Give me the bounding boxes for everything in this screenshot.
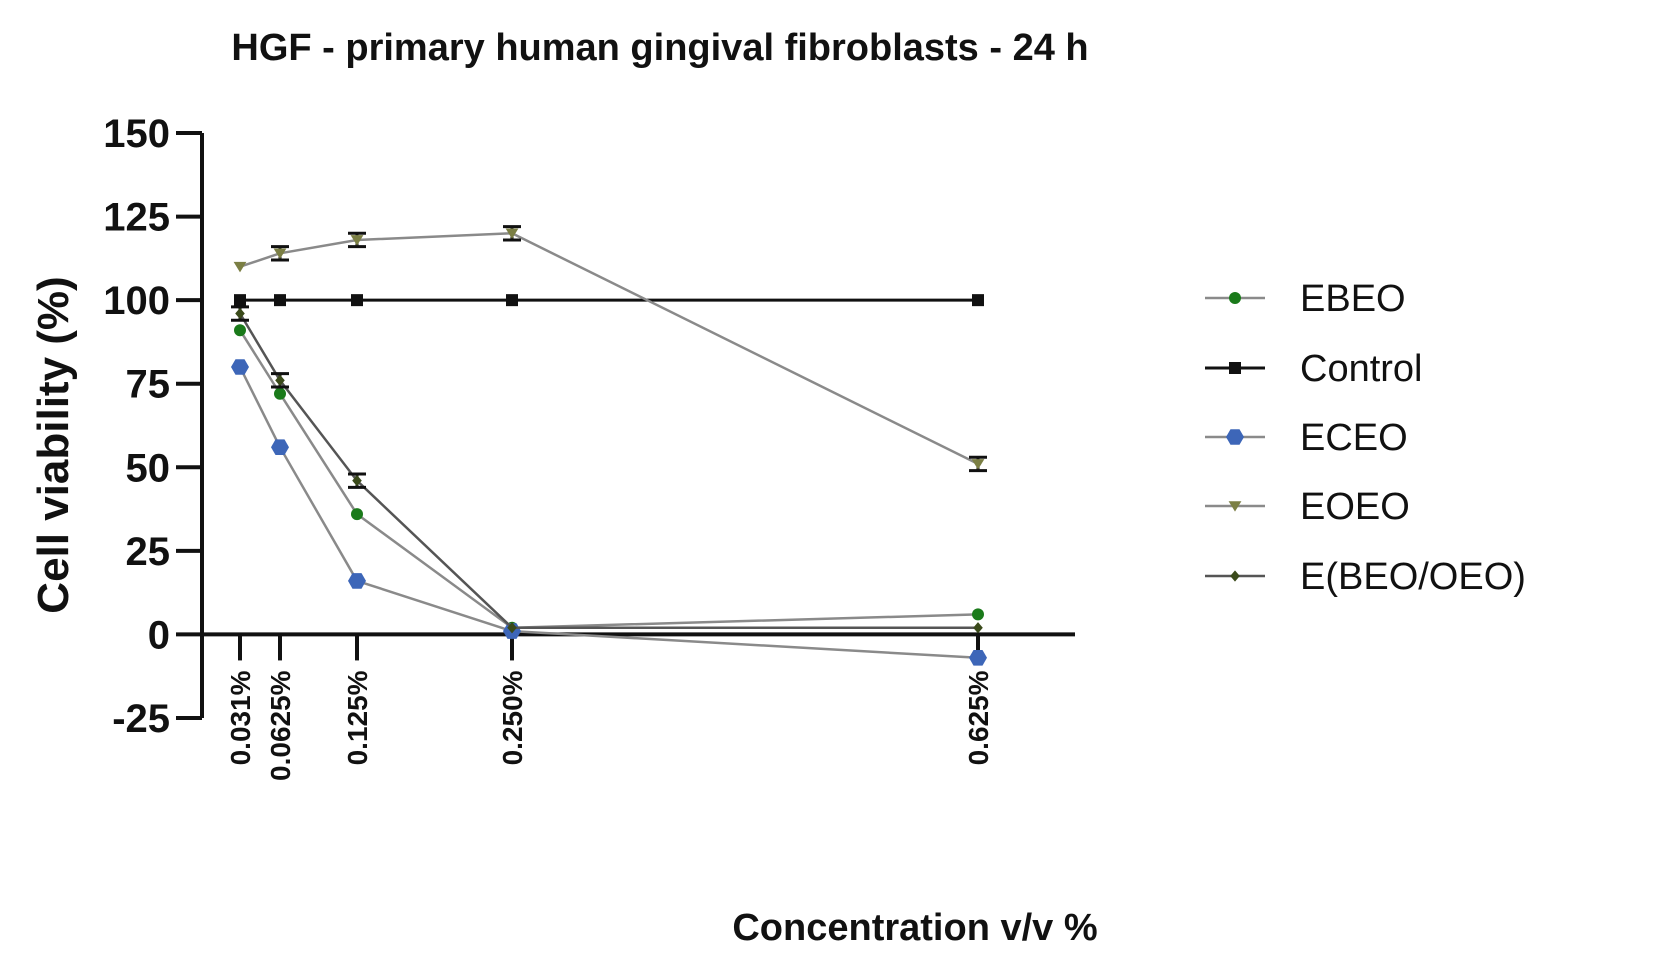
data-point: [972, 294, 984, 307]
legend-item: ECEO: [1205, 417, 1408, 459]
x-tick-label: 0.250%: [497, 670, 528, 765]
y-tick-label: 50: [126, 446, 171, 490]
axes: -25 0 25 50 75 100 125 150 0.031% 0.0625% 0.125% 0.…: [103, 112, 1075, 781]
data-point: [274, 294, 286, 307]
x-axis-label: Concentration v/v %: [732, 907, 1097, 949]
data-point: [972, 608, 984, 621]
legend-item: E(BEO/OEO): [1205, 556, 1526, 598]
chart-title: HGF - primary human gingival fibroblasts…: [231, 27, 1088, 69]
legend-marker: [1229, 292, 1241, 304]
series-eoeo: [233, 225, 987, 473]
data-point: [275, 374, 285, 386]
y-tick-label: 25: [126, 530, 171, 574]
data-point: [507, 622, 517, 634]
series-ebeo: [234, 324, 984, 634]
data-point: [505, 228, 519, 239]
series-eceo: [231, 359, 987, 666]
data-point: [971, 459, 985, 470]
data-point: [351, 508, 363, 521]
y-tick-label: 0: [148, 613, 170, 657]
series-layer: [231, 225, 987, 666]
legend-item: EBEO: [1205, 278, 1406, 320]
legend-label: EOEO: [1300, 486, 1410, 528]
y-tick-label: -25: [112, 697, 170, 741]
x-tick-label: 0.125%: [342, 670, 373, 765]
legend-item: Control: [1205, 348, 1423, 390]
data-point: [506, 294, 518, 307]
legend-marker: [1226, 429, 1244, 445]
data-point: [348, 573, 366, 589]
data-point: [234, 324, 246, 337]
y-tick-label: 100: [103, 279, 170, 323]
x-tick-label: 0.0625%: [265, 670, 296, 781]
series-control: [234, 294, 984, 307]
data-point: [231, 359, 249, 375]
series-line: [238, 366, 979, 660]
legend-label: ECEO: [1300, 417, 1408, 459]
legend-marker: [1230, 570, 1240, 582]
legend-item: EOEO: [1205, 486, 1410, 528]
data-point: [351, 294, 363, 307]
data-point: [352, 475, 362, 487]
legend: EBEO Control ECEO EOEO E(BEO/OEO): [1205, 278, 1526, 598]
data-point: [233, 261, 247, 273]
x-tick-label: 0.625%: [963, 670, 994, 765]
legend-label: EBEO: [1300, 278, 1406, 320]
data-point: [350, 235, 364, 246]
data-point: [234, 294, 246, 307]
series-e-beo-oeo-: [231, 305, 983, 634]
y-axis-label: Cell viability (%): [29, 276, 78, 613]
y-tick-label: 75: [126, 363, 171, 407]
data-point: [273, 248, 287, 259]
data-point: [969, 650, 987, 666]
legend-marker: [1229, 362, 1241, 374]
y-tick-label: 150: [103, 112, 170, 156]
data-point: [271, 439, 289, 455]
series-line: [239, 232, 979, 466]
legend-label: E(BEO/OEO): [1300, 556, 1526, 598]
legend-label: Control: [1300, 348, 1423, 390]
data-point: [235, 307, 245, 320]
x-tick-label: 0.031%: [225, 670, 256, 765]
legend-marker: [1228, 501, 1242, 512]
data-point: [274, 387, 286, 400]
data-point: [973, 622, 983, 634]
y-tick-label: 125: [103, 196, 170, 240]
